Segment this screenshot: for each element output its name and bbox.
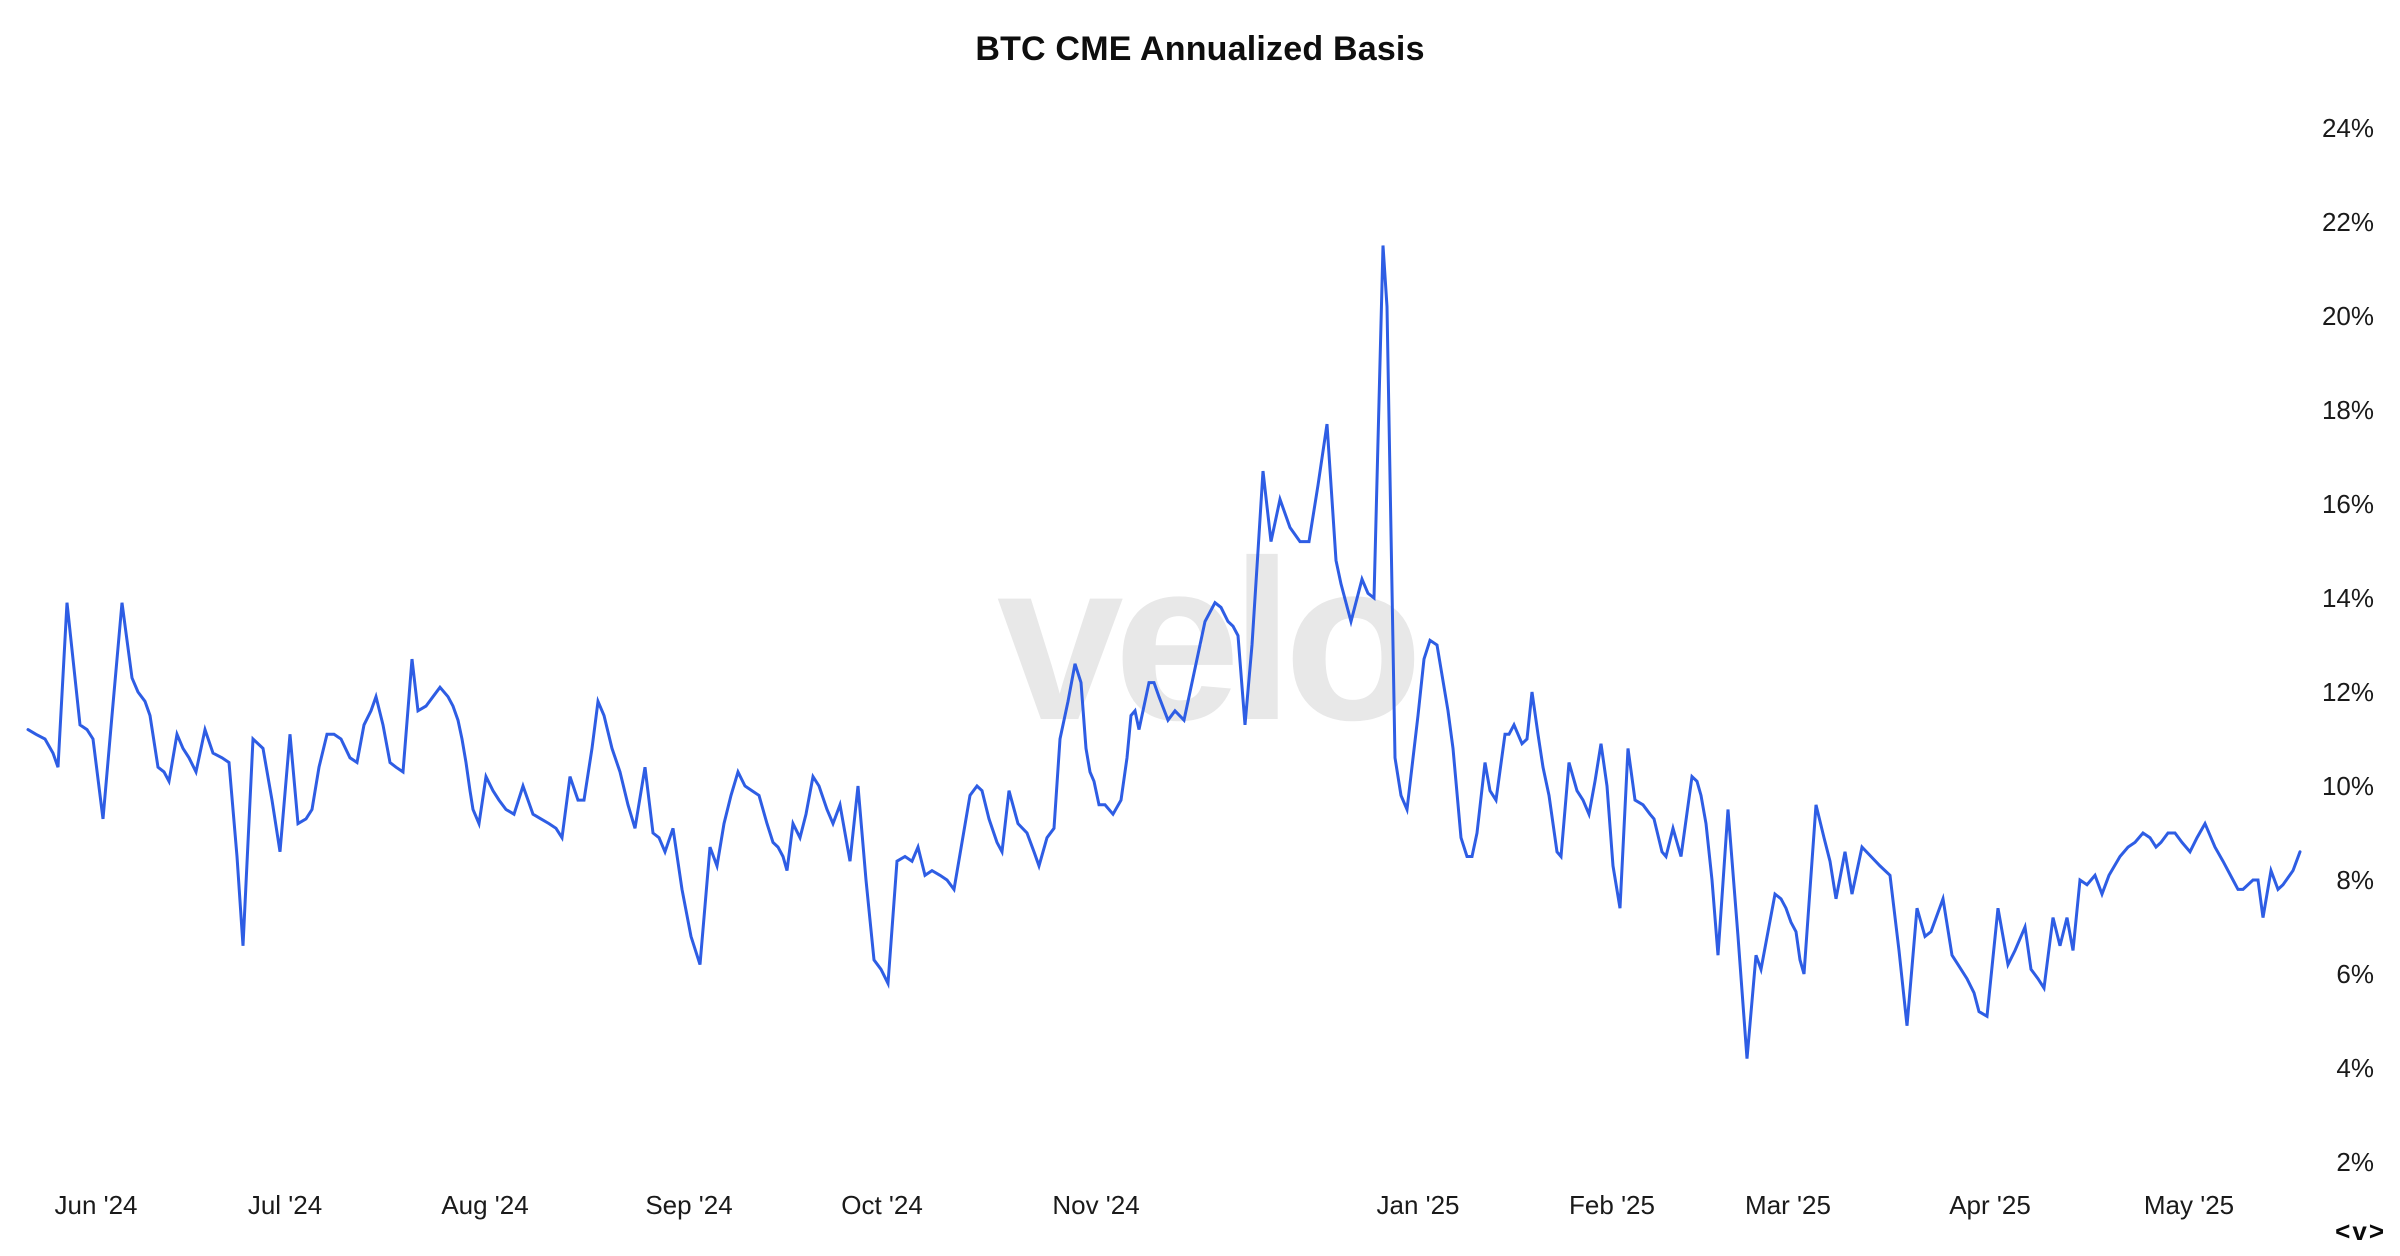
x-tick-label: Apr '25 <box>1949 1190 2031 1220</box>
x-tick-label: Oct '24 <box>841 1190 923 1220</box>
x-tick-label: Aug '24 <box>441 1190 529 1220</box>
x-tick-label: Jun '24 <box>54 1190 138 1220</box>
y-tick-label: 4% <box>2336 1053 2374 1083</box>
x-tick-label: Jan '25 <box>1376 1190 1460 1220</box>
x-tick-label: Sep '24 <box>645 1190 733 1220</box>
y-tick-label: 12% <box>2321 677 2374 707</box>
x-tick-label: May '25 <box>2143 1190 2235 1220</box>
chart-title: BTC CME Annualized Basis <box>975 30 1425 68</box>
velo-logo: <v> <box>2335 1216 2386 1246</box>
y-tick-label: 14% <box>2321 583 2374 613</box>
y-tick-label: 18% <box>2321 395 2374 425</box>
y-tick-label: 6% <box>2336 959 2374 989</box>
y-tick-label: 20% <box>2321 301 2374 331</box>
y-tick-label: 2% <box>2336 1147 2374 1177</box>
btc-basis-line <box>26 245 2302 1059</box>
velo-watermark: velo <box>996 514 1423 769</box>
x-tick-label: Feb '25 <box>1569 1190 1655 1220</box>
y-tick-label: 24% <box>2321 113 2374 143</box>
x-tick-label: Jul '24 <box>247 1190 323 1220</box>
y-tick-label: 10% <box>2321 771 2374 801</box>
x-tick-label: Mar '25 <box>1745 1190 1831 1220</box>
y-tick-label: 22% <box>2321 207 2374 237</box>
y-tick-label: 8% <box>2336 865 2374 895</box>
x-tick-label: Nov '24 <box>1052 1190 1140 1220</box>
y-tick-label: 16% <box>2321 489 2374 519</box>
